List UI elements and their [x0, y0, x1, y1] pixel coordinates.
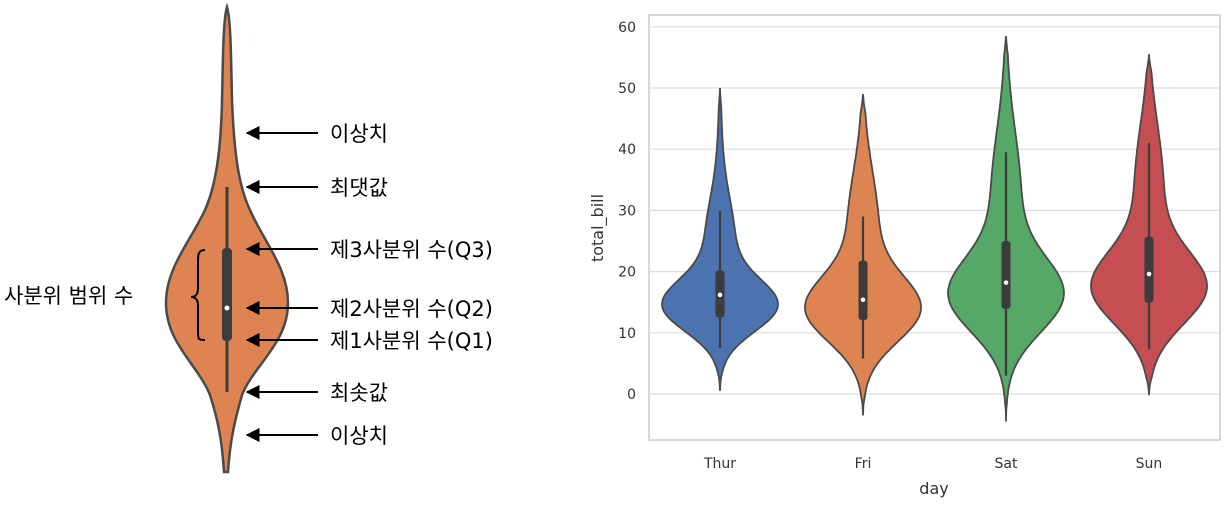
violins [661, 35, 1208, 422]
label-iqr: 사분위 범위 수 [4, 284, 133, 308]
explainer-median-dot [224, 305, 230, 311]
x-tick-label: Fri [855, 456, 872, 472]
y-axis-label: total_bill [588, 194, 608, 262]
label-outlier-bottom: 이상치 [330, 424, 388, 448]
label-q3: 제3사분위 수(Q3) [330, 238, 493, 262]
explainer-iqr-box [222, 248, 232, 341]
violin-explainer-diagram: 이상치 최댓값 제3사분위 수(Q3) 제2사분위 수(Q2) 제1사분위 수(… [4, 2, 493, 474]
median-dot-sun [1146, 271, 1152, 277]
x-tick-label: Sun [1136, 456, 1163, 472]
median-dot-fri [860, 297, 866, 303]
violin-chart: 0 10 20 30 40 50 60 Thur Fri Sat Sun day total_bi… [588, 14, 1221, 498]
y-tick-label: 10 [618, 326, 636, 342]
y-tick-label: 60 [618, 20, 636, 36]
x-axis-label: day [919, 479, 948, 498]
iqr-box-sun [1144, 236, 1154, 303]
x-tick-label: Thur [703, 456, 736, 472]
label-q1: 제1사분위 수(Q1) [330, 329, 493, 353]
y-tick-label: 50 [618, 81, 636, 97]
label-q2: 제2사분위 수(Q2) [330, 297, 493, 321]
y-tick-label: 20 [618, 265, 636, 281]
y-tick-label: 0 [627, 387, 636, 403]
iqr-box-sat [1001, 241, 1011, 309]
label-outlier-top: 이상치 [330, 122, 388, 146]
label-max: 최댓값 [330, 176, 388, 200]
median-dot-sat [1003, 280, 1009, 285]
x-tick-label: Sat [995, 456, 1018, 472]
y-tick-label: 30 [618, 203, 636, 219]
x-tick-labels: Thur Fri Sat Sun [703, 456, 1162, 472]
label-min: 최솟값 [330, 381, 388, 405]
iqr-box-fri [858, 260, 868, 320]
y-tick-labels: 0 10 20 30 40 50 60 [618, 20, 636, 403]
iqr-brace [190, 249, 206, 341]
y-tick-label: 40 [618, 142, 636, 158]
median-dot-thur [717, 292, 723, 298]
